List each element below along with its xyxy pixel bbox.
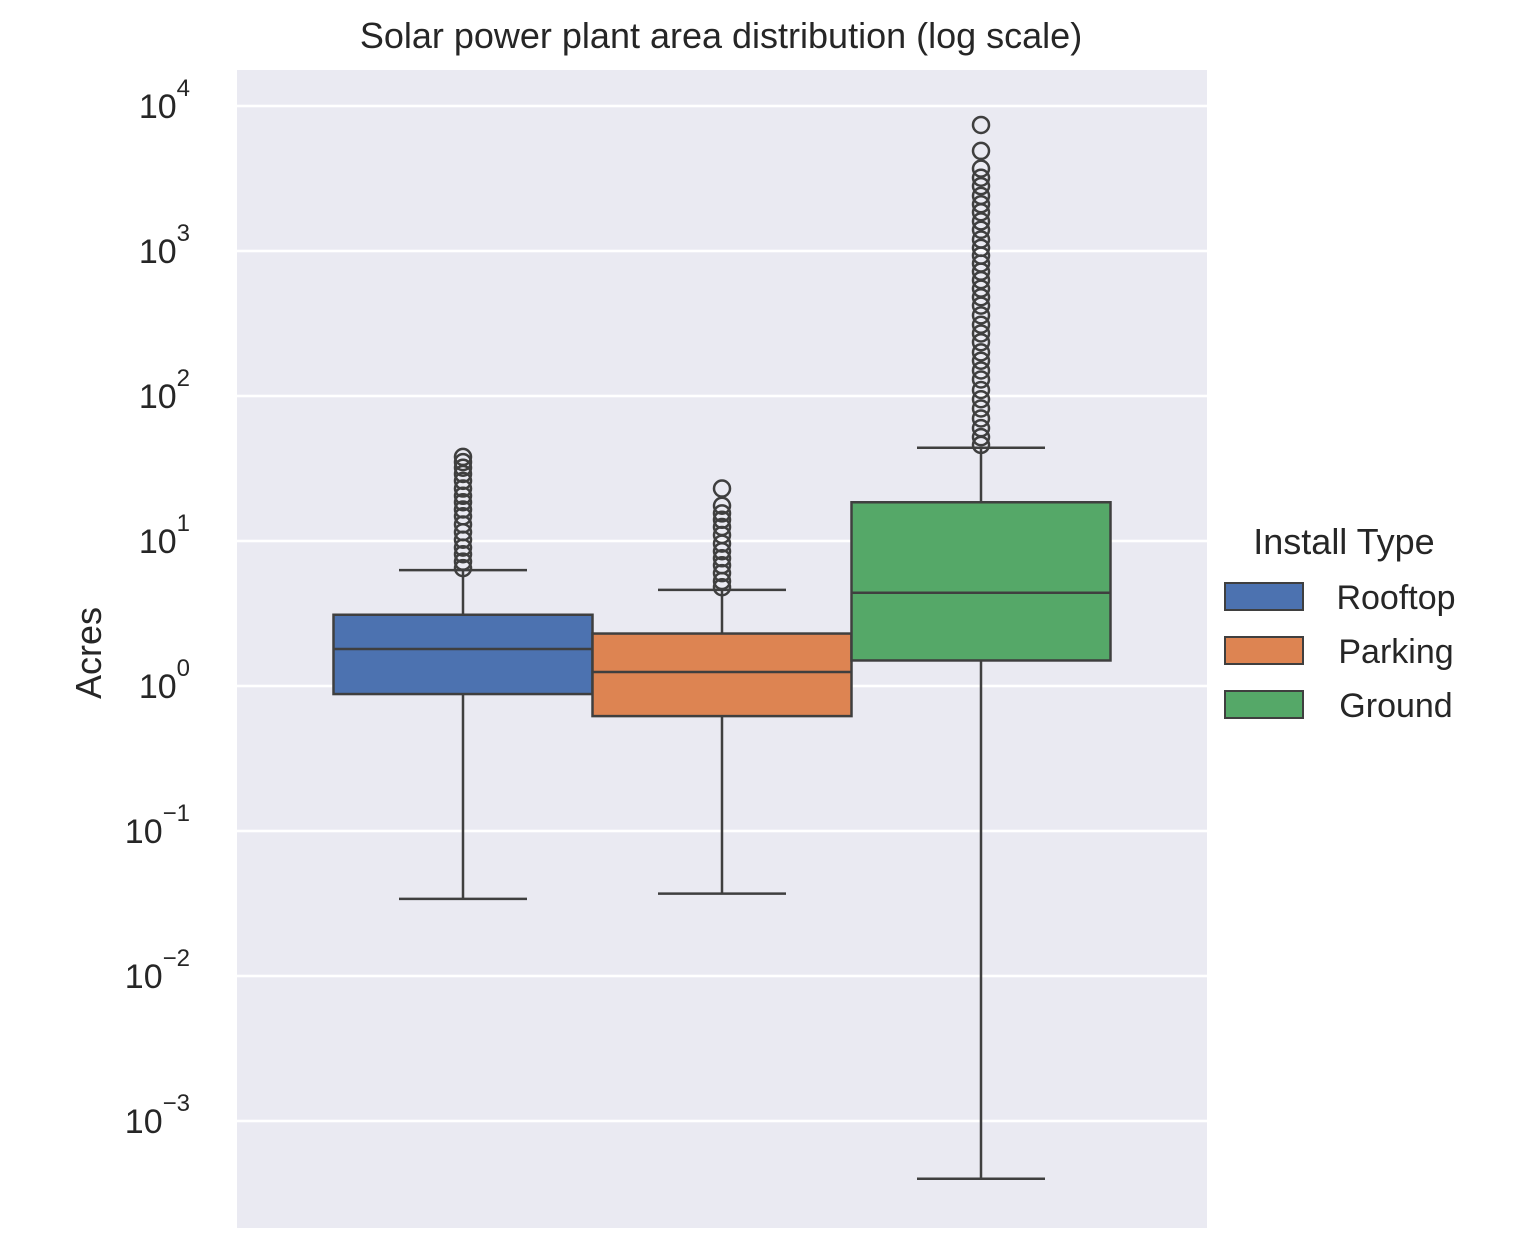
outlier-point [971, 427, 991, 447]
outlier-point [453, 558, 473, 578]
outlier-point [453, 452, 473, 472]
outlier-point [971, 409, 991, 428]
outlier-point [971, 389, 991, 409]
outlier-point [712, 517, 732, 537]
iqr-box [850, 501, 1112, 662]
legend-label-rooftop: Rooftop [1336, 579, 1455, 617]
legend: Install Type Rooftop Parking Ground [1224, 521, 1456, 725]
outlier-point [971, 361, 991, 380]
outlier-point [971, 115, 991, 135]
outlier-point [453, 545, 473, 564]
y-tick-exponent: 0 [177, 655, 190, 682]
box-ground [850, 115, 1112, 1180]
outlier-point [971, 195, 991, 214]
outlier-point [971, 370, 991, 389]
outlier-point [971, 324, 991, 343]
outlier-point [971, 351, 991, 371]
y-tick-label: 10−1 [125, 800, 190, 851]
y-tick-label: 102 [139, 365, 190, 416]
y-tick-label: 101 [139, 510, 190, 561]
iqr-box [591, 632, 853, 718]
outlier-point [712, 577, 732, 597]
outlier-point [453, 552, 473, 571]
outlier-point [971, 176, 991, 196]
y-tick-exponent: 3 [177, 220, 190, 247]
outlier-point [453, 447, 473, 467]
box-rooftop [332, 447, 594, 901]
y-tick-exponent: 4 [177, 75, 190, 102]
outlier-point [971, 141, 991, 161]
y-tick-exponent: 1 [177, 510, 190, 537]
y-tick-label: 100 [139, 655, 190, 706]
chart-title: Solar power plant area distribution (log… [360, 15, 1082, 56]
outlier-point [971, 343, 991, 362]
outlier-point [971, 168, 991, 188]
outlier-point [712, 549, 732, 568]
outlier-point [712, 479, 732, 498]
outlier-point [971, 238, 991, 258]
box-parking [591, 479, 853, 895]
outlier-point [453, 507, 473, 526]
outlier-point [971, 399, 991, 418]
y-axis-label: Acres [68, 607, 109, 699]
outlier-point [971, 220, 991, 240]
outlier-point [971, 230, 991, 249]
y-tick-label: 103 [139, 220, 190, 271]
y-tick-exponent: −3 [163, 1090, 190, 1117]
outlier-point [971, 186, 991, 206]
legend-label-parking: Parking [1338, 633, 1453, 671]
y-tick-label: 10−2 [125, 945, 190, 996]
y-tick-label: 10−3 [125, 1090, 190, 1141]
outlier-point [453, 493, 473, 512]
outlier-point [453, 500, 473, 519]
iqr-box [332, 613, 594, 696]
legend-swatch-ground [1224, 690, 1304, 719]
legend-swatch-rooftop [1224, 582, 1304, 611]
outlier-point [712, 504, 732, 523]
legend-label-ground: Ground [1339, 687, 1452, 725]
y-tick-exponent: −2 [163, 945, 190, 972]
legend-title: Install Type [1253, 521, 1434, 562]
y-tick-exponent: −1 [163, 800, 190, 827]
outlier-point [971, 159, 991, 178]
outlier-point [971, 315, 991, 335]
outlier-point [971, 418, 991, 438]
boxes [332, 115, 1112, 1180]
outlier-point [971, 306, 991, 325]
outlier-point [712, 510, 732, 530]
outlier-point [971, 380, 991, 400]
outlier-point [453, 479, 473, 498]
outlier-point [453, 471, 473, 491]
legend-swatch-parking [1224, 636, 1304, 665]
outlier-point [971, 332, 991, 352]
outlier-point [453, 458, 473, 478]
y-tick-label: 104 [139, 75, 190, 126]
outlier-point [712, 556, 732, 575]
y-tick-exponent: 2 [177, 365, 190, 392]
